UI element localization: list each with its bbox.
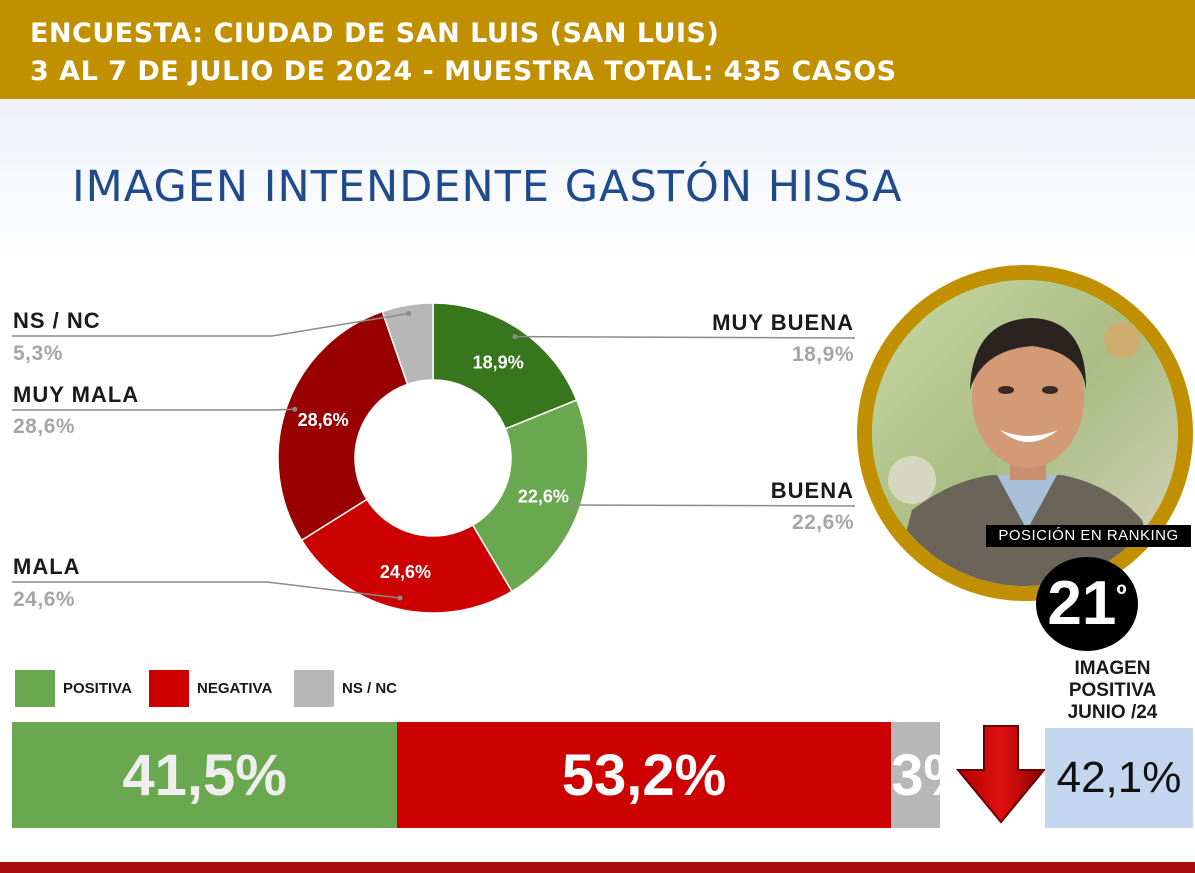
- donut-slice-buena: [471, 399, 589, 593]
- donut-data-label: 22,6%: [518, 486, 569, 506]
- bottom-band: [0, 862, 1195, 873]
- label-ns-nc-name: NS / NC: [13, 308, 101, 333]
- ranking-caption: POSICIÓN EN RANKING: [986, 525, 1191, 547]
- previous-label-line-3: JUNIO /24: [1067, 702, 1158, 723]
- header-survey-dates: 3 AL 7 DE JULIO DE 2024 - MUESTRA TOTAL:…: [30, 56, 897, 87]
- bar-segment-ns-nc: 5,3%: [890, 722, 940, 828]
- donut-slice-muy-buena: [432, 302, 578, 430]
- label-buena-value: 22,6%: [791, 511, 854, 534]
- previous-value-box: 42,1%: [1045, 728, 1193, 828]
- label-buena-name: BUENA: [770, 478, 854, 503]
- label-mala-value: 24,6%: [13, 588, 76, 611]
- header-banner: ENCUESTA: CIUDAD DE SAN LUIS (SAN LUIS) …: [0, 0, 1195, 99]
- donut-slice-ns-nc: [381, 302, 434, 386]
- header-survey-title: ENCUESTA: CIUDAD DE SAN LUIS (SAN LUIS): [30, 18, 720, 49]
- leader-line: [12, 581, 401, 599]
- stacked-bar: 41,5% 53,2% 5,3%: [12, 722, 940, 828]
- leader-dot: [406, 311, 412, 317]
- legend-label-positiva: POSITIVA: [63, 680, 132, 697]
- bar-label-positiva: 41,5%: [122, 742, 287, 808]
- leader-dot: [397, 595, 403, 601]
- donut-chart: 18,9% 22,6% 24,6% 28,6%: [12, 302, 856, 614]
- ranking-badge: 21 º: [1036, 557, 1138, 651]
- ranking-position: 21: [1047, 569, 1117, 638]
- label-muy-mala-name: MUY MALA: [13, 382, 140, 407]
- label-ns-nc-value: 5,3%: [13, 342, 63, 365]
- legend-swatch-positiva: [15, 670, 55, 707]
- legend-label-negativa: NEGATIVA: [197, 680, 273, 697]
- legend-item-positiva: POSITIVA: [15, 670, 132, 707]
- leader-dot: [512, 334, 518, 340]
- label-muy-mala-value: 28,6%: [13, 415, 76, 438]
- legend-swatch-negativa: [149, 670, 189, 707]
- donut-slice-mala: [300, 498, 513, 614]
- bar-label-ns-nc: 5,3%: [891, 742, 940, 808]
- bar-label-negativa: 53,2%: [561, 742, 727, 808]
- arrow-down-icon: [956, 725, 1046, 824]
- previous-label-line-1: IMAGEN: [1074, 658, 1151, 679]
- donut-data-label: 18,9%: [473, 352, 524, 372]
- donut-slice-muy-mala: [277, 310, 409, 542]
- label-mala-name: MALA: [13, 554, 81, 579]
- label-muy-buena-value: 18,9%: [791, 343, 854, 366]
- leader-dot: [569, 502, 575, 508]
- bar-segment-negativa: 53,2%: [397, 722, 891, 828]
- leader-dot: [292, 406, 298, 412]
- previous-value: 42,1%: [1056, 753, 1182, 802]
- previous-image-label: IMAGEN POSITIVA JUNIO /24: [1040, 658, 1185, 724]
- leader-line: [12, 312, 409, 337]
- legend-item-negativa: NEGATIVA: [149, 670, 272, 707]
- legend-label-ns-nc: NS / NC: [342, 680, 398, 697]
- leader-line: [514, 335, 856, 339]
- legend-swatch-ns-nc: [294, 670, 334, 707]
- ranking-ordinal-suffix: º: [1116, 579, 1127, 610]
- legend-item-ns-nc: NS / NC: [294, 670, 397, 707]
- leader-line: [571, 504, 856, 507]
- previous-label-line-2: POSITIVA: [1068, 680, 1157, 701]
- donut-data-label: 28,6%: [298, 410, 349, 430]
- donut-data-label: 24,6%: [380, 562, 431, 582]
- bar-segment-positiva: 41,5%: [12, 722, 398, 828]
- leader-line: [12, 408, 295, 411]
- page-title: IMAGEN INTENDENTE GASTÓN HISSA: [72, 162, 903, 212]
- label-muy-buena-name: MUY BUENA: [712, 310, 854, 335]
